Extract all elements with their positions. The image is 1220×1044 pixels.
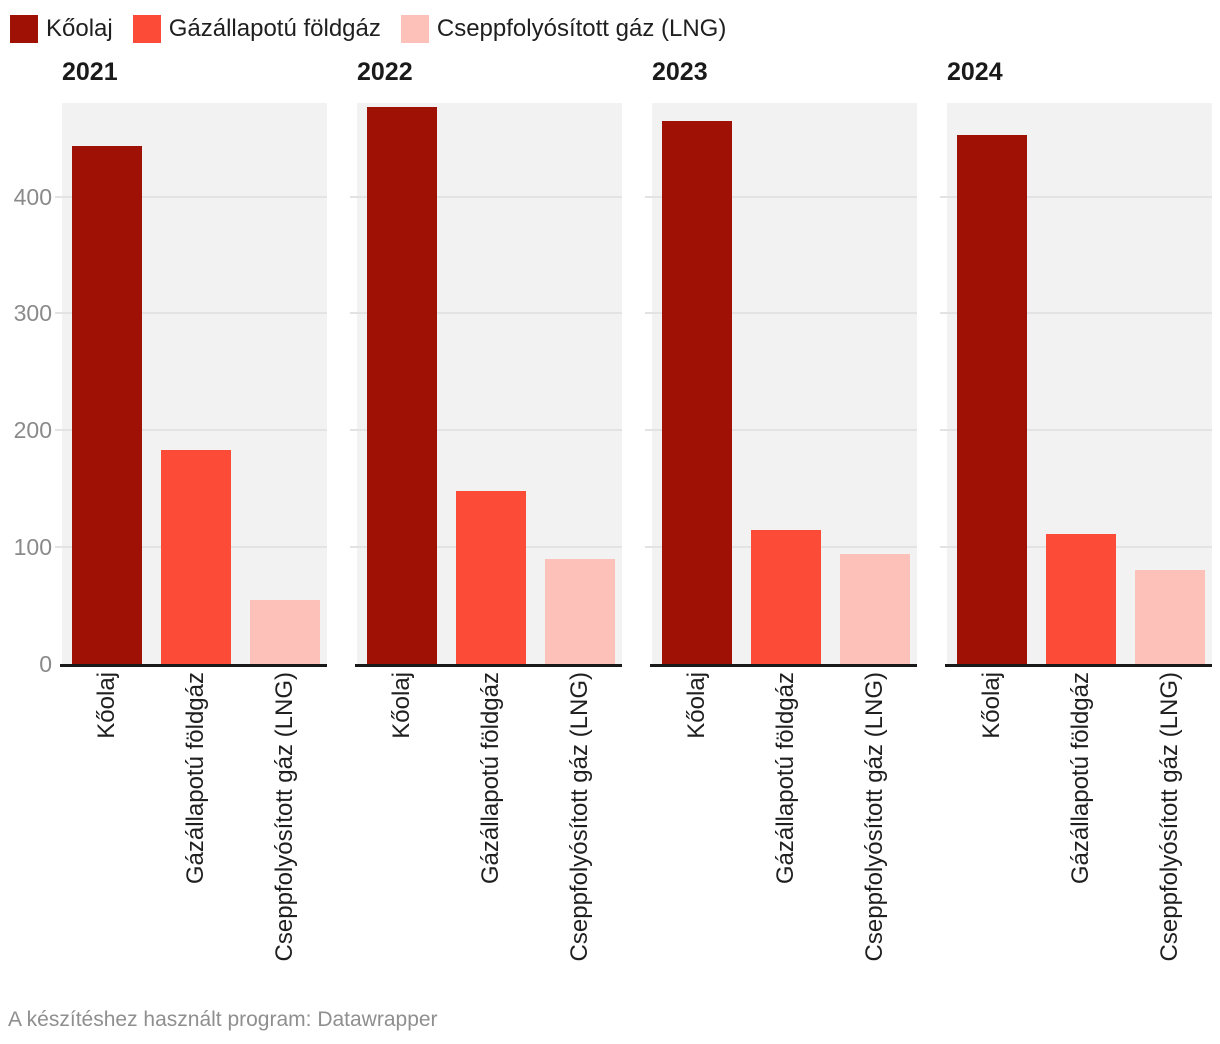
bar-k-olaj-2023 bbox=[662, 121, 732, 664]
gridline-300 bbox=[350, 312, 622, 315]
panel-title-2021: 2021 bbox=[62, 58, 118, 86]
x-label-cell: Gázállapotú földgáz bbox=[161, 672, 231, 1002]
gridline-400 bbox=[645, 195, 917, 198]
legend-swatch-gazallapotu-foldgaz bbox=[132, 15, 161, 43]
bar-g-z-llapot-f-ldg-z-2021 bbox=[161, 450, 231, 664]
y-tick-label-200: 200 bbox=[13, 417, 52, 444]
panel-title-2022: 2022 bbox=[357, 58, 413, 86]
x-label-cell: Cseppfolyósított gáz (LNG) bbox=[1135, 672, 1205, 1002]
x-label-cell: Kőolaj bbox=[72, 672, 142, 1002]
footer-attribution: A készítéshez használt program: Datawrap… bbox=[8, 1008, 438, 1031]
plot-area-2022 bbox=[350, 103, 622, 664]
bar-cseppfoly-s-tott-g-z-lng-2021 bbox=[250, 600, 320, 664]
bar-k-olaj-2021 bbox=[72, 146, 142, 664]
y-tick-label-400: 400 bbox=[13, 183, 52, 210]
x-label-cseppfoly-s-tott-g-z-lng-2022: Cseppfolyósított gáz (LNG) bbox=[566, 672, 593, 962]
panel-title-2024: 2024 bbox=[947, 58, 1003, 86]
x-axis-line bbox=[60, 664, 327, 667]
legend-label: Kőolaj bbox=[46, 15, 113, 42]
gridline-200 bbox=[350, 429, 622, 432]
x-label-cell: Kőolaj bbox=[957, 672, 1027, 1002]
gridline-200 bbox=[940, 429, 1212, 432]
legend-label: Cseppfolyósított gáz (LNG) bbox=[436, 15, 727, 42]
x-label-g-z-llapot-f-ldg-z-2021: Gázállapotú földgáz bbox=[182, 672, 209, 885]
x-label-g-z-llapot-f-ldg-z-2024: Gázállapotú földgáz bbox=[1067, 672, 1094, 885]
x-label-cell: Gázállapotú földgáz bbox=[456, 672, 526, 1002]
y-tick-label-300: 300 bbox=[13, 300, 52, 327]
x-label-g-z-llapot-f-ldg-z-2022: Gázállapotú földgáz bbox=[477, 672, 504, 885]
bar-g-z-llapot-f-ldg-z-2024 bbox=[1046, 534, 1116, 664]
y-tick-label-0: 0 bbox=[39, 651, 52, 677]
legend-swatch-lng bbox=[400, 15, 429, 43]
plot-area-2023 bbox=[645, 103, 917, 664]
x-axis-line bbox=[945, 664, 1212, 667]
panel-title-2023: 2023 bbox=[652, 58, 708, 86]
y-tick-label-100: 100 bbox=[13, 534, 52, 561]
bar-g-z-llapot-f-ldg-z-2023 bbox=[751, 530, 821, 664]
bar-g-z-llapot-f-ldg-z-2022 bbox=[456, 491, 526, 664]
gridline-300 bbox=[55, 312, 327, 315]
x-label-cseppfoly-s-tott-g-z-lng-2021: Cseppfolyósított gáz (LNG) bbox=[271, 672, 298, 962]
x-label-cell: Kőolaj bbox=[662, 672, 732, 1002]
x-label-cell: Cseppfolyósított gáz (LNG) bbox=[545, 672, 615, 1002]
x-label-k-olaj-2024: Kőolaj bbox=[978, 672, 1005, 739]
gridline-300 bbox=[645, 312, 917, 315]
legend-swatch-koolaj bbox=[10, 15, 38, 43]
x-label-cell: Gázállapotú földgáz bbox=[1046, 672, 1116, 1002]
legend: Kőolaj Gázállapotú földgáz Cseppfolyósít… bbox=[10, 15, 726, 43]
x-label-cell: Cseppfolyósított gáz (LNG) bbox=[250, 672, 320, 1002]
bar-k-olaj-2022 bbox=[367, 107, 437, 664]
legend-item-koolaj: Kőolaj bbox=[10, 15, 113, 43]
gridline-200 bbox=[55, 429, 327, 432]
bar-k-olaj-2024 bbox=[957, 135, 1027, 664]
gridline-200 bbox=[645, 429, 917, 432]
legend-label: Gázállapotú földgáz bbox=[168, 15, 381, 42]
x-axis-line bbox=[355, 664, 622, 667]
plot-area-2024 bbox=[940, 103, 1212, 664]
legend-item-gazallapotu-foldgaz: Gázállapotú földgáz bbox=[132, 15, 381, 43]
gridline-400 bbox=[350, 195, 622, 198]
x-label-k-olaj-2022: Kőolaj bbox=[388, 672, 415, 739]
gridline-400 bbox=[940, 195, 1212, 198]
x-label-k-olaj-2023: Kőolaj bbox=[683, 672, 710, 739]
bar-cseppfoly-s-tott-g-z-lng-2022 bbox=[545, 559, 615, 664]
gridline-400 bbox=[55, 195, 327, 198]
gridline-300 bbox=[940, 312, 1212, 315]
x-label-k-olaj-2021: Kőolaj bbox=[93, 672, 120, 739]
x-label-cell: Cseppfolyósított gáz (LNG) bbox=[840, 672, 910, 1002]
x-label-cseppfoly-s-tott-g-z-lng-2023: Cseppfolyósított gáz (LNG) bbox=[861, 672, 888, 962]
x-label-g-z-llapot-f-ldg-z-2023: Gázállapotú földgáz bbox=[772, 672, 799, 885]
bar-cseppfoly-s-tott-g-z-lng-2023 bbox=[840, 554, 910, 664]
x-label-cell: Kőolaj bbox=[367, 672, 437, 1002]
legend-item-lng: Cseppfolyósított gáz (LNG) bbox=[400, 15, 727, 43]
x-label-cseppfoly-s-tott-g-z-lng-2024: Cseppfolyósított gáz (LNG) bbox=[1156, 672, 1183, 962]
x-label-cell: Gázállapotú földgáz bbox=[751, 672, 821, 1002]
x-axis-line bbox=[650, 664, 917, 667]
plot-area-2021 bbox=[55, 103, 327, 664]
bar-cseppfoly-s-tott-g-z-lng-2024 bbox=[1135, 570, 1205, 664]
